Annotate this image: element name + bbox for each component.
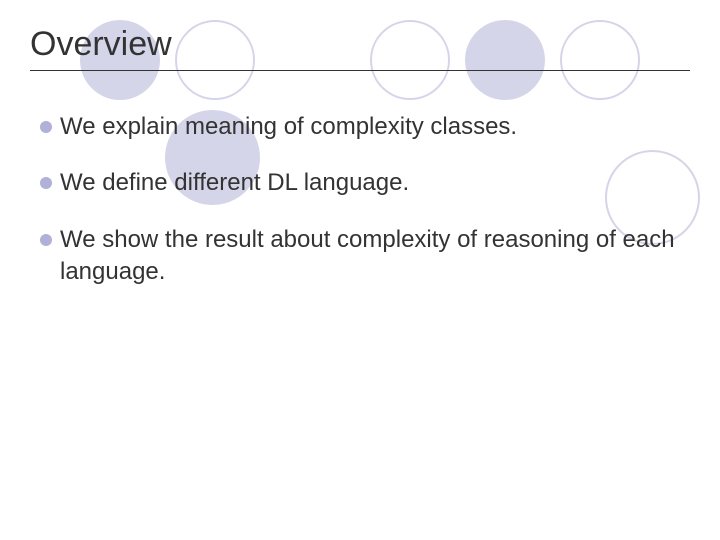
bullet-text: We show the result about complexity of r… <box>60 224 690 289</box>
title-underline <box>30 70 690 71</box>
bullet-text: We define different DL language. <box>60 167 690 199</box>
list-item: We show the result about complexity of r… <box>40 224 690 289</box>
list-item: We explain meaning of complexity classes… <box>40 111 690 143</box>
page-title: Overview <box>30 25 690 64</box>
list-item: We define different DL language. <box>40 167 690 199</box>
bullet-icon <box>40 177 52 189</box>
bullet-icon <box>40 234 52 246</box>
slide: Overview We explain meaning of complexit… <box>0 0 720 540</box>
bullet-text: We explain meaning of complexity classes… <box>60 111 690 143</box>
bullet-icon <box>40 121 52 133</box>
bullet-list: We explain meaning of complexity classes… <box>30 111 690 289</box>
